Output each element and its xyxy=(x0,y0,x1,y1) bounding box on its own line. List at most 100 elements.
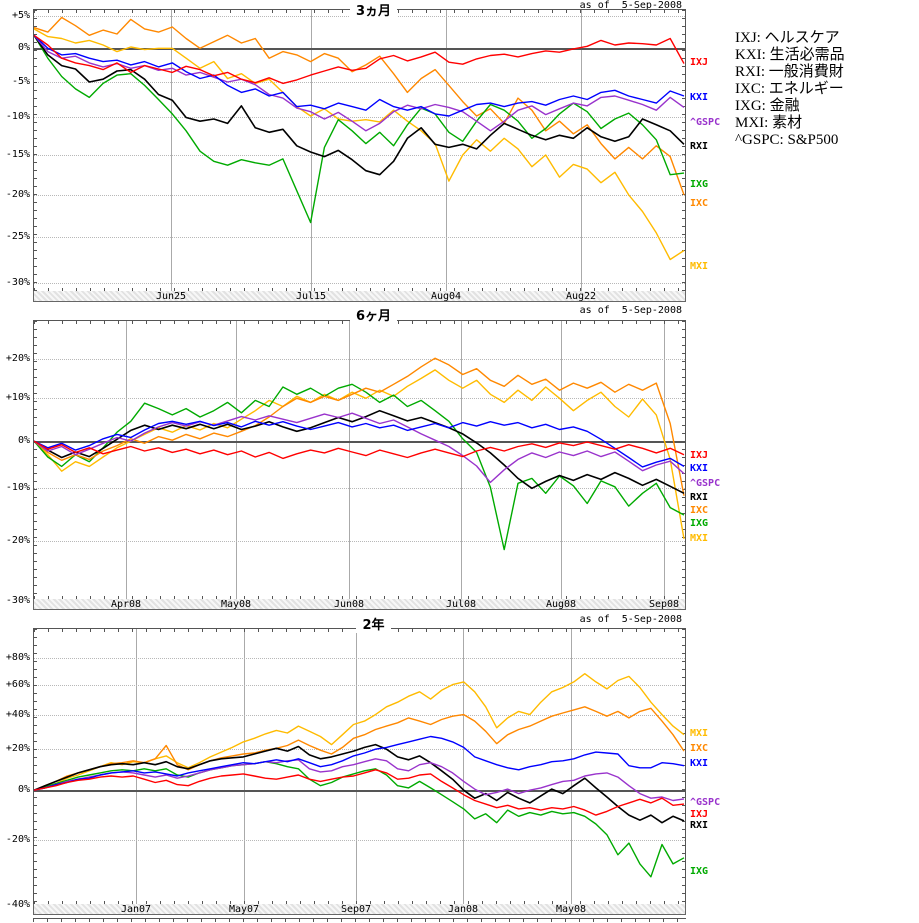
gridline-v xyxy=(664,321,665,610)
series-end-label-IXJ: IXJ xyxy=(690,57,709,68)
gridline-h xyxy=(34,541,685,542)
y-axis-tick-label: -40% xyxy=(5,899,30,910)
series-end-label-MXI: MXI xyxy=(690,261,709,272)
plot-area-3m xyxy=(33,9,686,302)
x-axis-tick-label: Sep08 xyxy=(648,599,680,610)
y-axis-tick-label: -10% xyxy=(5,482,30,493)
series-end-label-RXI: RXI xyxy=(690,492,709,503)
series-end-label-IXG: IXG xyxy=(690,518,709,529)
gridline-h xyxy=(34,658,685,659)
y-axis-tick-label: -20% xyxy=(5,535,30,546)
series-line-RXI xyxy=(34,34,685,176)
gridline-v xyxy=(236,321,237,610)
minor-ticks xyxy=(34,901,685,904)
gridline-h xyxy=(34,237,685,238)
gridline-v xyxy=(349,321,350,610)
x-axis-tick-label: May08 xyxy=(555,904,587,915)
series-line-IXC xyxy=(34,16,685,196)
x-axis-strip-6m: Apr08 May08 Jun08 Jul08 Aug08 Sep08 xyxy=(33,599,686,610)
x-axis-tick-label: Jun25 xyxy=(155,291,187,302)
as-of-label: as of 5-Sep-2008 xyxy=(579,614,682,625)
y-axis-tick-label: -30% xyxy=(5,277,30,288)
y-axis-tick-label: -15% xyxy=(5,149,30,160)
minor-ticks xyxy=(682,10,685,291)
series-svg-2y xyxy=(34,673,685,878)
y-axis-tick-label: 0% xyxy=(17,784,30,795)
y-axis-tick-label: +80% xyxy=(5,652,30,663)
gridline-h xyxy=(34,155,685,156)
gridline-h xyxy=(34,715,685,716)
minor-ticks xyxy=(682,321,685,599)
gridline-v xyxy=(446,10,447,302)
y-axis-tick-label: +60% xyxy=(5,679,30,690)
y-axis-tick-label: -20% xyxy=(5,189,30,200)
x-axis-tick-label: Aug22 xyxy=(565,291,597,302)
y-axis-tick-label: -10% xyxy=(5,111,30,122)
series-line-RXI xyxy=(34,409,685,495)
x-axis-tick-label: Aug04 xyxy=(430,291,462,302)
series-line-MXI xyxy=(34,28,685,261)
series-end-label-IXC: IXC xyxy=(690,198,709,209)
series-end-label-KXI: KXI xyxy=(690,92,709,103)
series-end-label-IXG: IXG xyxy=(690,866,709,877)
legend: IXJ: ヘルスケア KXI: 生活必需品 RXI: 一般消費財 IXC: エネ… xyxy=(735,30,845,149)
gridline-v xyxy=(463,629,464,915)
x-axis-tick-label: Jul15 xyxy=(295,291,327,302)
series-end-label-MXI: MXI xyxy=(690,533,709,544)
y-axis-tick-label: -25% xyxy=(5,231,30,242)
series-line-KXI xyxy=(34,735,685,791)
x-axis-tick-label: Sep07 xyxy=(340,904,372,915)
series-end-label-IXG: IXG xyxy=(690,179,709,190)
y-axis-tick-label: -20% xyxy=(5,834,30,845)
legend-item-ixg: IXG: 金融 xyxy=(735,98,800,114)
y-axis-tick-label: +40% xyxy=(5,709,30,720)
gridline-v xyxy=(561,321,562,610)
y-axis-tick-label: +5% xyxy=(11,10,30,21)
legend-item-rxi: RXI: 一般消費財 xyxy=(735,64,844,80)
gridline-v xyxy=(461,321,462,610)
y-axis-tick-label: -30% xyxy=(5,595,30,606)
minor-ticks xyxy=(34,10,37,291)
series-end-label-KXI: KXI xyxy=(690,463,709,474)
gridline-h xyxy=(34,82,685,83)
gridline-h xyxy=(34,359,685,360)
series-line-IXG xyxy=(34,34,685,224)
series-end-label-GSPC: ^GSPC xyxy=(690,117,721,128)
series-line-GSPC xyxy=(34,34,685,132)
series-line-GSPC xyxy=(34,758,685,802)
gridline-h xyxy=(34,398,685,399)
series-end-label-GSPC: ^GSPC xyxy=(690,797,721,808)
y-axis-tick-label: -5% xyxy=(11,76,30,87)
gridline-h xyxy=(34,195,685,196)
legend-item-kxi: KXI: 生活必需品 xyxy=(735,47,845,63)
gridline-v xyxy=(581,10,582,302)
series-end-label-GSPC: ^GSPC xyxy=(690,478,721,489)
plot-area-2y xyxy=(33,628,686,915)
series-line-GSPC xyxy=(34,412,685,484)
series-line-IXG xyxy=(34,383,685,551)
x-axis-strip-3m: Jun25 Jul15 Aug04 Aug22 xyxy=(33,291,686,302)
legend-item-gspc: ^GSPC: S&P500 xyxy=(735,132,839,148)
minor-ticks xyxy=(34,321,37,599)
series-end-label-IXJ: IXJ xyxy=(690,450,709,461)
gridline-v xyxy=(126,321,127,610)
series-line-KXI xyxy=(34,420,685,468)
series-line-KXI xyxy=(34,34,685,117)
x-axis-tick-label: Aug08 xyxy=(545,599,577,610)
x-axis-tick-label: Jul08 xyxy=(445,599,477,610)
gridline-h xyxy=(34,790,685,792)
gridline-v xyxy=(171,10,172,302)
gridline-v xyxy=(356,629,357,915)
series-end-label-IXC: IXC xyxy=(690,505,709,516)
series-line-IXJ xyxy=(34,34,685,85)
gridline-h xyxy=(34,283,685,284)
x-axis-tick-label: May07 xyxy=(228,904,260,915)
series-svg-6m xyxy=(34,357,685,551)
next-chart-top-border xyxy=(33,918,686,923)
series-line-MXI xyxy=(34,369,685,540)
gridline-h xyxy=(34,441,685,443)
y-axis-tick-label: 0% xyxy=(17,42,30,53)
x-axis-strip-2y: Jan07 May07 Sep07 Jan08 May08 xyxy=(33,904,686,915)
minor-ticks xyxy=(682,629,685,904)
